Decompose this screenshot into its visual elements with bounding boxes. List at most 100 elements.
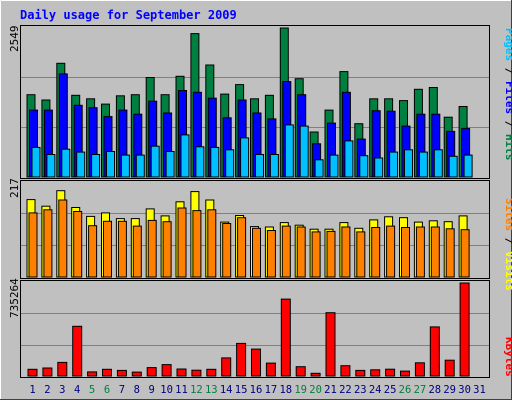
bar-kbytes-day-24 bbox=[370, 369, 381, 377]
bar-sites-day-21 bbox=[326, 230, 336, 278]
legend-panel1: Pages / Files / Hits bbox=[503, 28, 512, 161]
legend-entry: Visits bbox=[503, 251, 512, 291]
bar-pages-day-25 bbox=[389, 151, 399, 178]
x-tick-label: 2 bbox=[44, 384, 50, 396]
legend-entry: Files bbox=[503, 81, 512, 114]
bar-kbytes-day-22 bbox=[340, 365, 351, 377]
x-tick-label: 29 bbox=[443, 384, 456, 396]
x-tick-label: 16 bbox=[250, 384, 263, 396]
bar-kbytes-day-11 bbox=[176, 368, 187, 377]
bar-pages-day-30 bbox=[463, 154, 473, 178]
bar-sites-day-23 bbox=[356, 231, 366, 278]
bar-kbytes-day-8 bbox=[131, 371, 142, 377]
bar-kbytes-day-26 bbox=[400, 370, 410, 377]
x-tick-label: 24 bbox=[369, 384, 382, 396]
bar-sites-day-13 bbox=[207, 209, 217, 278]
x-tick-label: 6 bbox=[104, 384, 110, 396]
bar-kbytes-day-6 bbox=[102, 368, 112, 377]
bar-kbytes-day-29 bbox=[444, 359, 455, 377]
bar-pages-day-6 bbox=[106, 151, 115, 178]
bar-pages-day-16 bbox=[255, 154, 264, 178]
bar-sites-day-11 bbox=[177, 207, 187, 278]
bar-sites-day-6 bbox=[103, 220, 112, 278]
panel-hits-files-pages bbox=[20, 25, 490, 179]
bar-pages-day-2 bbox=[46, 154, 56, 178]
bar-kbytes-day-12 bbox=[191, 369, 202, 377]
bar-kbytes-day-18 bbox=[280, 298, 291, 377]
bar-kbytes-day-4 bbox=[72, 325, 83, 377]
y-max-label: 735264 bbox=[8, 278, 21, 318]
bar-pages-day-8 bbox=[135, 154, 145, 178]
bar-pages-day-26 bbox=[404, 149, 413, 178]
bar-pages-day-5 bbox=[91, 154, 101, 178]
x-tick-label: 15 bbox=[235, 384, 248, 396]
bar-pages-day-12 bbox=[195, 146, 205, 178]
bar-pages-day-11 bbox=[180, 134, 190, 178]
bar-sites-day-1 bbox=[28, 212, 38, 278]
x-tick-label: 28 bbox=[428, 384, 441, 396]
bar-pages-day-28 bbox=[433, 149, 443, 178]
x-tick-label: 30 bbox=[458, 384, 471, 396]
bar-kbytes-day-7 bbox=[116, 369, 127, 377]
x-tick-label: 13 bbox=[205, 384, 218, 396]
x-tick-label: 12 bbox=[190, 384, 203, 396]
x-tick-label: 23 bbox=[354, 384, 367, 396]
bar-sites-day-14 bbox=[222, 223, 232, 278]
bar-pages-day-15 bbox=[240, 137, 250, 178]
bar-sites-day-4 bbox=[73, 211, 83, 278]
bar-pages-day-7 bbox=[120, 154, 130, 178]
bar-pages-day-14 bbox=[225, 149, 235, 178]
bar-pages-day-18 bbox=[284, 124, 294, 178]
panel-visits-sites bbox=[20, 180, 490, 279]
legend-entry: / bbox=[503, 231, 512, 251]
bar-kbytes-day-5 bbox=[87, 371, 98, 377]
x-tick-label: 14 bbox=[220, 384, 233, 396]
x-tick-label: 17 bbox=[265, 384, 278, 396]
bar-sites-day-28 bbox=[430, 226, 440, 278]
bar-kbytes-day-1 bbox=[27, 368, 38, 377]
bar-kbytes-day-10 bbox=[161, 364, 172, 377]
bar-kbytes-day-14 bbox=[221, 357, 232, 377]
bar-sites-day-18 bbox=[281, 225, 291, 278]
legend-entry: Sites bbox=[503, 198, 512, 231]
x-tick-label: 11 bbox=[175, 384, 188, 396]
y-max-label: 2549 bbox=[8, 26, 21, 53]
bar-kbytes-day-16 bbox=[251, 348, 261, 377]
bar-pages-day-4 bbox=[76, 151, 86, 178]
x-tick-label: 18 bbox=[279, 384, 292, 396]
bar-kbytes-day-9 bbox=[146, 367, 157, 377]
bar-kbytes-day-30 bbox=[459, 282, 470, 377]
bar-sites-day-5 bbox=[88, 225, 98, 278]
x-tick-label: 26 bbox=[399, 384, 412, 396]
chart-title: Daily usage for September 2009 bbox=[20, 8, 237, 22]
bar-pages-day-9 bbox=[150, 145, 160, 178]
bar-kbytes-day-21 bbox=[325, 312, 336, 377]
bar-pages-day-27 bbox=[418, 151, 428, 178]
legend-entry: KBytes bbox=[503, 337, 512, 377]
legend-entry: Hits bbox=[503, 134, 512, 161]
legend-entry: / bbox=[503, 114, 512, 134]
bar-kbytes-day-20 bbox=[310, 372, 321, 377]
bar-sites-day-9 bbox=[147, 219, 157, 278]
bar-sites-day-3 bbox=[58, 199, 68, 278]
bar-sites-day-26 bbox=[401, 227, 410, 278]
bar-kbytes-day-28 bbox=[429, 326, 440, 377]
bar-pages-day-1 bbox=[31, 146, 41, 178]
legend-panel3: KBytes bbox=[503, 337, 512, 377]
legend-entry: Pages bbox=[503, 28, 512, 61]
bar-sites-day-8 bbox=[132, 225, 142, 278]
bar-kbytes-day-23 bbox=[355, 369, 366, 377]
x-axis-labels: 1 2 3 4 5 6 7 8 9 10 11 12 13 14 15 16 17 18 19 20 21 22 23 24 2… bbox=[29, 384, 485, 396]
bar-pages-day-20 bbox=[314, 159, 324, 178]
bar-sites-day-20 bbox=[311, 231, 321, 278]
bar-sites-day-29 bbox=[445, 228, 455, 278]
x-tick-label: 10 bbox=[160, 384, 173, 396]
bar-pages-day-24 bbox=[374, 157, 384, 178]
bar-sites-day-12 bbox=[192, 210, 202, 278]
bar-pages-day-10 bbox=[165, 151, 175, 178]
panel-kbytes bbox=[20, 280, 490, 378]
x-tick-label: 7 bbox=[119, 384, 125, 396]
bar-pages-day-17 bbox=[269, 154, 279, 178]
x-tick-label: 9 bbox=[149, 384, 155, 396]
x-tick-label: 27 bbox=[414, 384, 427, 396]
